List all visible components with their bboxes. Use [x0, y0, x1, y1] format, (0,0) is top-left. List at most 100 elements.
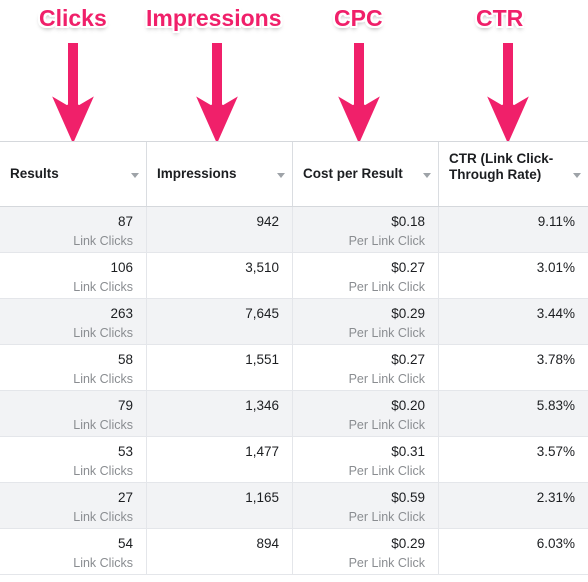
cost-cell: $0.29 Per Link Click — [293, 299, 439, 344]
results-value: 53 — [117, 444, 133, 459]
cost-cell: $0.29 Per Link Click — [293, 529, 439, 574]
ctr-value: 5.83% — [536, 398, 575, 413]
cost-value: $0.27 — [391, 352, 425, 367]
impressions-value: 894 — [256, 536, 279, 551]
ctr-cell: 6.03% — [439, 529, 588, 574]
caret-down-icon[interactable] — [423, 173, 431, 178]
cost-cell: $0.31 Per Link Click — [293, 437, 439, 482]
results-value: 27 — [117, 490, 133, 505]
ctr-value: 6.03% — [536, 536, 575, 551]
results-table: Results Impressions Cost per Result CTR … — [0, 141, 588, 582]
cost-unit: Per Link Click — [348, 418, 425, 432]
table-row[interactable]: 58 Link Clicks 1,551 $0.27 Per Link Click … — [0, 345, 588, 391]
impressions-cell: 1,165 — [147, 483, 293, 528]
cost-value: $0.31 — [391, 444, 425, 459]
results-value: 79 — [117, 398, 133, 413]
column-header-cost-per-result[interactable]: Cost per Result — [293, 142, 439, 206]
cost-unit: Per Link Click — [348, 326, 425, 340]
ctr-cell: 5.83% — [439, 391, 588, 436]
cost-value: $0.29 — [391, 536, 425, 551]
cost-value: $0.18 — [391, 214, 425, 229]
results-unit: Link Clicks — [73, 510, 133, 524]
impressions-cell: 7,645 — [147, 299, 293, 344]
cost-cell: $0.27 Per Link Click — [293, 345, 439, 390]
ctr-value: 3.78% — [536, 352, 575, 367]
arrow-down-icon — [483, 41, 533, 147]
impressions-value: 1,477 — [245, 444, 279, 459]
cost-cell: $0.59 Per Link Click — [293, 483, 439, 528]
results-unit: Link Clicks — [73, 556, 133, 570]
cost-unit: Per Link Click — [348, 510, 425, 524]
ctr-cell: 3.44% — [439, 299, 588, 344]
impressions-cell: 1,551 — [147, 345, 293, 390]
cost-unit: Per Link Click — [348, 280, 425, 294]
table-row[interactable]: 54 Link Clicks 894 $0.29 Per Link Click 6.… — [0, 529, 588, 575]
impressions-cell: 942 — [147, 207, 293, 252]
table-header: Results Impressions Cost per Result CTR … — [0, 142, 588, 207]
cost-value: $0.27 — [391, 260, 425, 275]
results-value: 54 — [117, 536, 133, 551]
results-unit: Link Clicks — [73, 418, 133, 432]
column-header-label: Cost per Result — [303, 166, 403, 181]
impressions-value: 3,510 — [245, 260, 279, 275]
table-row[interactable]: 263 Link Clicks 7,645 $0.29 Per Link Click… — [0, 299, 588, 345]
cost-unit: Per Link Click — [348, 464, 425, 478]
results-cell: 79 Link Clicks — [0, 391, 147, 436]
caret-down-icon[interactable] — [573, 173, 581, 178]
cost-cell: $0.18 Per Link Click — [293, 207, 439, 252]
cost-value: $0.29 — [391, 306, 425, 321]
table-row[interactable]: 27 Link Clicks 1,165 $0.59 Per Link Click … — [0, 483, 588, 529]
annotation-impressions: Impressions — [146, 5, 282, 31]
table-row[interactable]: 79 Link Clicks 1,346 $0.20 Per Link Click … — [0, 391, 588, 437]
ctr-value: 3.44% — [536, 306, 575, 321]
caret-down-icon[interactable] — [131, 173, 139, 178]
results-cell: 54 Link Clicks — [0, 529, 147, 574]
table-row[interactable]: 87 Link Clicks 942 $0.18 Per Link Click 9.… — [0, 207, 588, 253]
annotation-clicks: Clicks — [39, 5, 107, 31]
results-value: 106 — [110, 260, 133, 275]
impressions-cell: 1,346 — [147, 391, 293, 436]
table-row[interactable]: 106 Link Clicks 3,510 $0.27 Per Link Click… — [0, 253, 588, 299]
results-value: 58 — [117, 352, 133, 367]
column-header-results[interactable]: Results — [0, 142, 147, 206]
annotation-overlay: Clicks Impressions CPC CTR — [0, 0, 588, 147]
table-row[interactable]: 53 Link Clicks 1,477 $0.31 Per Link Click … — [0, 437, 588, 483]
impressions-cell: 894 — [147, 529, 293, 574]
arrow-down-icon — [192, 41, 242, 147]
annotation-ctr: CTR — [476, 5, 524, 31]
results-unit: Link Clicks — [73, 234, 133, 248]
impressions-value: 942 — [256, 214, 279, 229]
column-header-label: Impressions — [157, 166, 237, 181]
column-header-impressions[interactable]: Impressions — [147, 142, 293, 206]
impressions-cell: 1,477 — [147, 437, 293, 482]
arrow-down-icon — [48, 41, 98, 147]
ctr-cell: 3.57% — [439, 437, 588, 482]
ctr-cell: 3.78% — [439, 345, 588, 390]
ctr-value: 2.31% — [536, 490, 575, 505]
results-cell: 87 Link Clicks — [0, 207, 147, 252]
cost-cell: $0.20 Per Link Click — [293, 391, 439, 436]
column-header-label: Results — [10, 166, 59, 181]
results-unit: Link Clicks — [73, 464, 133, 478]
ctr-cell: 9.11% — [439, 207, 588, 252]
ctr-cell: 3.01% — [439, 253, 588, 298]
results-unit: Link Clicks — [73, 326, 133, 340]
ctr-value: 9.11% — [537, 214, 575, 229]
cost-value: $0.20 — [391, 398, 425, 413]
results-cell: 53 Link Clicks — [0, 437, 147, 482]
results-unit: Link Clicks — [73, 280, 133, 294]
results-cell: 263 Link Clicks — [0, 299, 147, 344]
results-value: 87 — [117, 214, 133, 229]
cost-unit: Per Link Click — [348, 556, 425, 570]
results-cell: 106 Link Clicks — [0, 253, 147, 298]
impressions-value: 1,551 — [245, 352, 279, 367]
ctr-cell: 2.31% — [439, 483, 588, 528]
cost-cell: $0.27 Per Link Click — [293, 253, 439, 298]
arrow-down-icon — [334, 41, 384, 147]
ctr-value: 3.57% — [536, 444, 575, 459]
impressions-value: 1,346 — [245, 398, 279, 413]
caret-down-icon[interactable] — [277, 173, 285, 178]
impressions-value: 1,165 — [245, 490, 279, 505]
column-header-ctr[interactable]: CTR (Link Click-Through Rate) — [439, 142, 588, 206]
cost-value: $0.59 — [391, 490, 425, 505]
